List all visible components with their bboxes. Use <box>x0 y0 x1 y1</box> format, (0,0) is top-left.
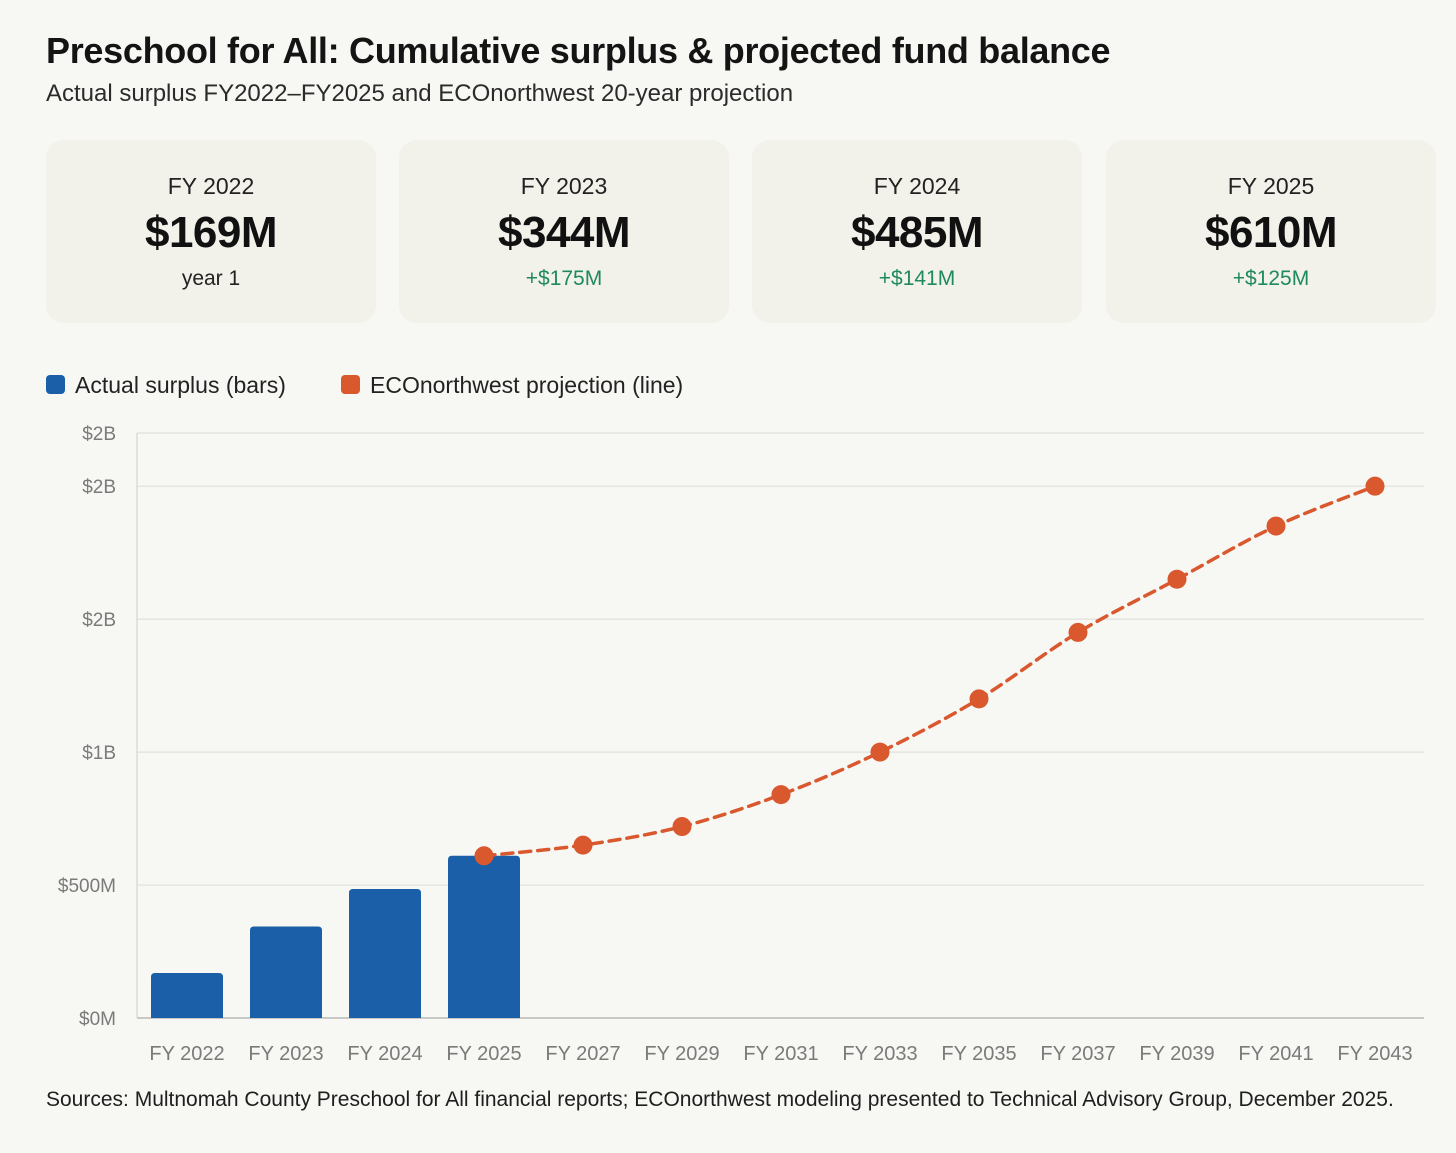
card-value: $485M <box>850 208 984 257</box>
card-delta: +$175M <box>525 267 603 290</box>
projection-point-fy2037 <box>1068 622 1088 642</box>
legend-swatch-line <box>341 375 360 394</box>
bar-fy2022 <box>151 973 223 1018</box>
card-delta: +$125M <box>1232 267 1310 290</box>
summary-card-fy2022: FY 2022 $169M year 1 <box>46 140 376 323</box>
source-note: Sources: Multnomah County Preschool for … <box>46 1088 1394 1111</box>
card-value: $169M <box>144 208 278 257</box>
card-value: $610M <box>1204 208 1338 257</box>
y-tick-label: $2B <box>82 424 116 445</box>
y-tick-label: $1B <box>82 743 116 764</box>
card-label: FY 2023 <box>520 173 608 199</box>
y-tick-label: $2B <box>82 610 116 631</box>
y-tick-label: $2B <box>82 477 116 498</box>
summary-card-fy2023: FY 2023 $344M +$175M <box>399 140 729 323</box>
summary-card-fy2025: FY 2025 $610M +$125M <box>1106 140 1436 323</box>
x-tick-label: FY 2025 <box>446 1043 521 1065</box>
projection-point-fy2039 <box>1167 569 1187 589</box>
x-tick-label: FY 2023 <box>248 1043 323 1065</box>
legend-swatch-bar <box>46 375 65 394</box>
projection-point-fy2025 <box>474 846 494 866</box>
x-tick-label: FY 2024 <box>347 1043 422 1065</box>
x-tick-label: FY 2041 <box>1238 1043 1313 1065</box>
summary-card-fy2024: FY 2024 $485M +$141M <box>752 140 1082 323</box>
x-tick-label: FY 2031 <box>743 1043 818 1065</box>
summary-cards: FY 2022 $169M year 1 FY 2023 $344M +$175… <box>46 140 1436 323</box>
legend-label: ECOnorthwest projection (line) <box>370 372 684 398</box>
x-tick-label: FY 2039 <box>1139 1043 1214 1065</box>
projection-point-fy2027 <box>573 835 593 855</box>
card-note: year 1 <box>181 267 241 290</box>
projection-point-fy2035 <box>969 689 989 709</box>
x-tick-label: FY 2035 <box>941 1043 1016 1065</box>
projection-point-fy2043 <box>1365 476 1385 496</box>
card-label: FY 2024 <box>873 173 961 199</box>
bar-fy2025 <box>448 855 520 1018</box>
bar-fy2023 <box>250 926 322 1018</box>
projection-point-fy2029 <box>672 817 692 837</box>
projection-point-fy2031 <box>771 785 791 805</box>
y-tick-label: $500M <box>58 876 116 897</box>
projection-line <box>482 484 1377 858</box>
y-tick-label: $0M <box>79 1009 116 1030</box>
x-tick-label: FY 2029 <box>644 1043 719 1065</box>
x-tick-label: FY 2043 <box>1337 1043 1412 1065</box>
x-tick-label: FY 2027 <box>545 1043 620 1065</box>
card-label: FY 2025 <box>1227 173 1315 199</box>
x-tick-label: FY 2037 <box>1040 1043 1115 1065</box>
x-tick-label: FY 2033 <box>842 1043 917 1065</box>
projection-point-fy2033 <box>870 742 890 762</box>
card-label: FY 2022 <box>167 173 255 199</box>
chart-title: Preschool for All: Cumulative surplus & … <box>46 30 1111 71</box>
legend-label: Actual surplus (bars) <box>75 372 286 398</box>
chart-subtitle: Actual surplus FY2022–FY2025 and ECOnort… <box>46 80 794 107</box>
bar-fy2024 <box>349 889 421 1018</box>
x-tick-label: FY 2022 <box>149 1043 224 1065</box>
card-value: $344M <box>497 208 631 257</box>
projection-point-fy2041 <box>1266 516 1286 536</box>
combo-chart: $0M $500M $1B $2B $2B $2B FY 2022 FY 2023 FY 202… <box>58 424 1424 1065</box>
card-delta: +$141M <box>878 267 956 290</box>
